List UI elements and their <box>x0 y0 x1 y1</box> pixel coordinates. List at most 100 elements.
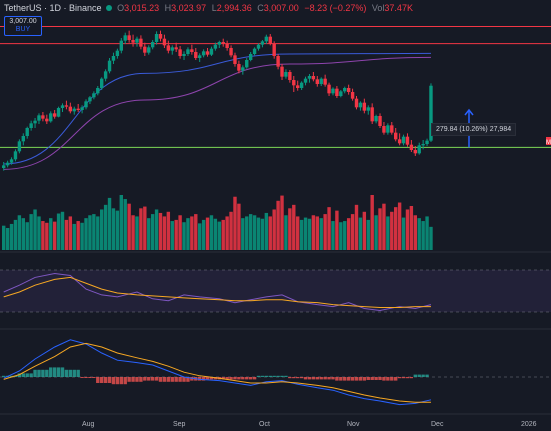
candle-body <box>225 44 229 48</box>
candle-body <box>272 44 276 56</box>
candle-body <box>362 102 367 111</box>
candle-body <box>64 105 69 107</box>
volume-bar <box>96 216 100 250</box>
price-range-measure-label: 279.84 (10.26%) 27,984 <box>431 123 517 136</box>
right-edge-price-label: M <box>546 140 551 146</box>
candle-body <box>170 47 174 51</box>
candle-body <box>17 141 22 152</box>
macd-histogram-bar <box>41 369 45 377</box>
volume-bar <box>421 221 425 250</box>
macd-histogram-bar <box>166 377 171 382</box>
volume-bar <box>366 219 370 250</box>
volume-bar <box>256 217 261 250</box>
candle-body <box>307 76 312 79</box>
candle-body <box>358 102 363 108</box>
macd-histogram-bar <box>374 377 378 380</box>
volume-bar <box>260 218 265 250</box>
macd-histogram-bar <box>425 374 429 377</box>
macd-histogram-bar <box>49 367 53 377</box>
macd-histogram-bar <box>119 377 123 385</box>
volume-bar <box>174 219 178 250</box>
macd-histogram-bar <box>331 377 335 380</box>
volume-bar <box>119 195 123 250</box>
macd-histogram-bar <box>350 377 355 381</box>
volume-bar <box>292 204 296 250</box>
candle-body <box>178 49 182 56</box>
volume-bar <box>339 222 343 250</box>
volume-bar <box>68 216 73 250</box>
macd-histogram-bar <box>131 377 135 382</box>
candle-body <box>100 78 104 88</box>
volume-bar <box>190 216 194 250</box>
volume-label: Vol <box>371 3 385 13</box>
candle-body <box>327 84 331 94</box>
volume-bar <box>178 215 182 250</box>
volume-bar <box>233 196 237 250</box>
volume-bar <box>41 221 45 250</box>
candle-body <box>13 151 18 160</box>
volume-bar <box>49 218 53 250</box>
volume-bar <box>323 214 327 250</box>
macd-histogram-bar <box>186 377 190 382</box>
macd-histogram-bar <box>162 377 167 382</box>
candle-body <box>233 55 237 64</box>
candle-body <box>45 118 49 122</box>
candle-body <box>276 56 280 67</box>
candle-body <box>378 116 382 126</box>
symbol-title: TetherUS · 1D · Binance <box>4 3 102 13</box>
x-axis-tick-label: Oct <box>259 421 270 428</box>
candle-body <box>299 82 304 88</box>
macd-histogram-bar <box>25 373 29 377</box>
macd-histogram-bar <box>17 373 22 377</box>
volume-bar <box>417 218 421 250</box>
ma-200-line <box>3 52 431 165</box>
candle-body <box>37 115 41 121</box>
measure-arrow-head <box>464 108 474 116</box>
candle-body <box>229 48 233 56</box>
macd-histogram-bar <box>37 369 41 377</box>
macd-histogram-bar <box>178 377 182 382</box>
candle-body <box>346 88 351 92</box>
macd-histogram-bar <box>327 377 331 380</box>
macd-histogram-bar <box>296 377 300 379</box>
volume-bar <box>170 221 174 250</box>
volume-bar <box>92 214 96 250</box>
candle-body <box>52 113 57 117</box>
candle-body <box>311 76 316 80</box>
volume-bar <box>299 219 304 250</box>
buy-price: 3,007.00 <box>9 18 37 25</box>
candle-body <box>248 54 253 60</box>
macd-histogram-bar <box>417 374 421 377</box>
macd-histogram-bar <box>397 377 402 379</box>
volume-bar <box>131 215 135 250</box>
candle-body <box>198 55 202 58</box>
candle-body <box>115 50 120 56</box>
candle-body <box>417 145 421 154</box>
volume-bar <box>158 212 163 250</box>
volume-bar <box>390 211 394 250</box>
candle-body <box>9 159 14 163</box>
volume-bar <box>33 209 37 250</box>
volume-bar <box>264 212 269 250</box>
volume-bar <box>123 199 127 250</box>
candle-body <box>284 72 288 77</box>
candle-body <box>147 47 151 53</box>
buy-button[interactable]: 3,007.00 BUY <box>4 16 42 36</box>
macd-histogram-bar <box>339 377 343 381</box>
macd-histogram-bar <box>107 377 112 383</box>
macd-histogram-bar <box>68 369 73 377</box>
volume-bar <box>307 218 312 250</box>
volume-bar <box>52 221 57 250</box>
macd-histogram-bar <box>201 377 206 381</box>
macd-histogram-bar <box>323 377 327 380</box>
volume-bar <box>354 204 359 250</box>
macd-histogram-bar <box>237 377 241 380</box>
volume-bar <box>100 209 104 250</box>
macd-histogram-bar <box>319 377 323 380</box>
candle-body <box>213 44 218 49</box>
macd-histogram-bar <box>284 375 288 377</box>
candle-body <box>84 101 88 108</box>
volume-bar <box>409 206 414 250</box>
macd-histogram-bar <box>370 377 374 380</box>
volume-bar <box>237 203 241 250</box>
